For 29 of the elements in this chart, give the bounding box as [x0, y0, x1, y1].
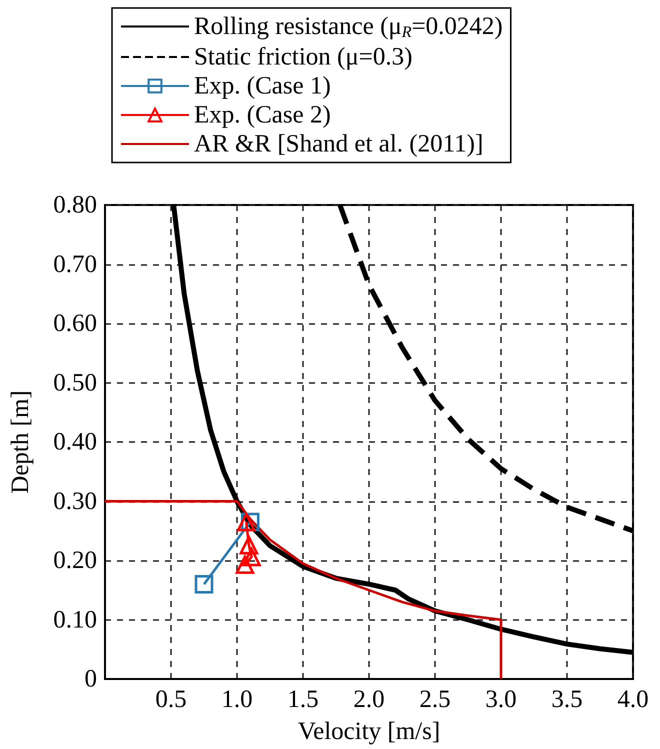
- y-tick-label: 0.10: [53, 606, 97, 634]
- x-tick-label: 1.5: [287, 686, 319, 713]
- x-tick-label: 0.5: [155, 686, 187, 713]
- x-tick-label: 4.0: [617, 686, 649, 713]
- legend-label: Exp. (Case 1): [194, 72, 331, 100]
- x-tick-label: 3.0: [485, 686, 517, 713]
- x-tick-label: 3.5: [551, 686, 583, 713]
- legend-label: Exp. (Case 2): [194, 102, 331, 128]
- point: [236, 555, 254, 574]
- y-tick-label: 0.20: [53, 547, 97, 574]
- legend-label: AR &R [Shand et al. (2011)]: [194, 130, 484, 158]
- point: [240, 536, 258, 554]
- point: [194, 574, 214, 594]
- y-tick-label: 0.70: [53, 250, 97, 278]
- point: [242, 548, 261, 566]
- y-tick-label: 0.50: [53, 369, 97, 396]
- y-tick-label: 0: [84, 666, 97, 692]
- line-series: [104, 500, 502, 680]
- x-tick-label: 1.0: [221, 686, 253, 713]
- y-tick-label: 0.40: [53, 428, 97, 456]
- x-tick-label: 2.0: [353, 686, 385, 713]
- x-tick-label: 2.5: [419, 686, 451, 713]
- y-tick-label: 0.30: [53, 488, 97, 515]
- y-axis-title: Depth [m]: [7, 390, 34, 494]
- y-tick-label: 0.60: [53, 310, 97, 337]
- legend-label: Static friction (μ=0.3): [194, 44, 412, 70]
- point: [236, 512, 256, 532]
- y-tick-label: 0.80: [53, 192, 97, 218]
- x-axis-title: Velocity [m/s]: [298, 718, 440, 745]
